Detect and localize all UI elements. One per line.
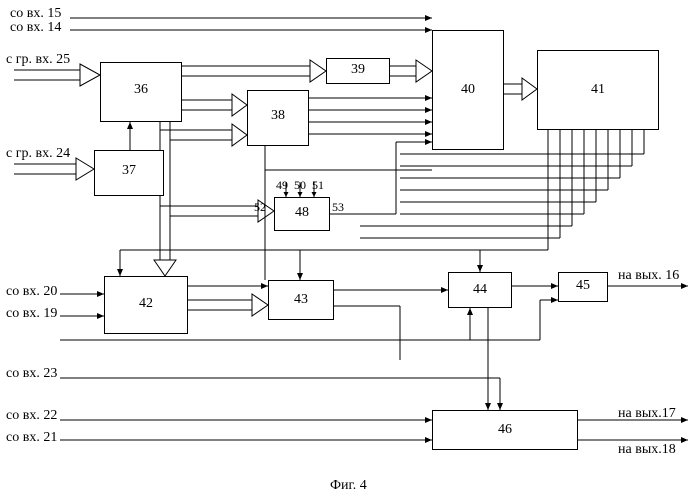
port-in20: со вх. 20 (6, 284, 57, 300)
port-51: 51 (312, 178, 324, 193)
port-in19: со вх. 19 (6, 306, 57, 322)
label-44: 44 (448, 282, 512, 298)
label-37: 37 (94, 163, 164, 179)
label-38: 38 (247, 108, 309, 124)
label-46: 46 (432, 422, 578, 438)
figure-caption: Фиг. 4 (330, 478, 367, 494)
label-39: 39 (326, 62, 390, 78)
label-43: 43 (268, 292, 334, 308)
port-out17: на вых.17 (618, 406, 676, 422)
diagram-stage: 36 37 38 39 40 41 42 43 44 45 46 48 со в… (0, 0, 697, 500)
port-in22: со вх. 22 (6, 408, 57, 424)
label-40: 40 (432, 82, 504, 98)
port-52: 52 (254, 200, 266, 215)
label-41: 41 (537, 82, 659, 98)
label-45: 45 (558, 278, 608, 294)
port-53: 53 (332, 200, 344, 215)
port-in21: со вх. 21 (6, 430, 57, 446)
port-out18: на вых.18 (618, 442, 676, 458)
label-42: 42 (104, 296, 188, 312)
port-in25: с гр. вх. 25 (6, 52, 70, 68)
port-out16: на вых. 16 (618, 268, 679, 284)
port-in23: со вх. 23 (6, 366, 57, 382)
port-in14: со вх. 14 (10, 20, 61, 36)
label-48: 48 (274, 205, 330, 221)
port-in24: с гр. вх. 24 (6, 146, 70, 162)
port-50: 50 (294, 178, 306, 193)
port-49: 49 (276, 178, 288, 193)
label-36: 36 (100, 82, 182, 98)
